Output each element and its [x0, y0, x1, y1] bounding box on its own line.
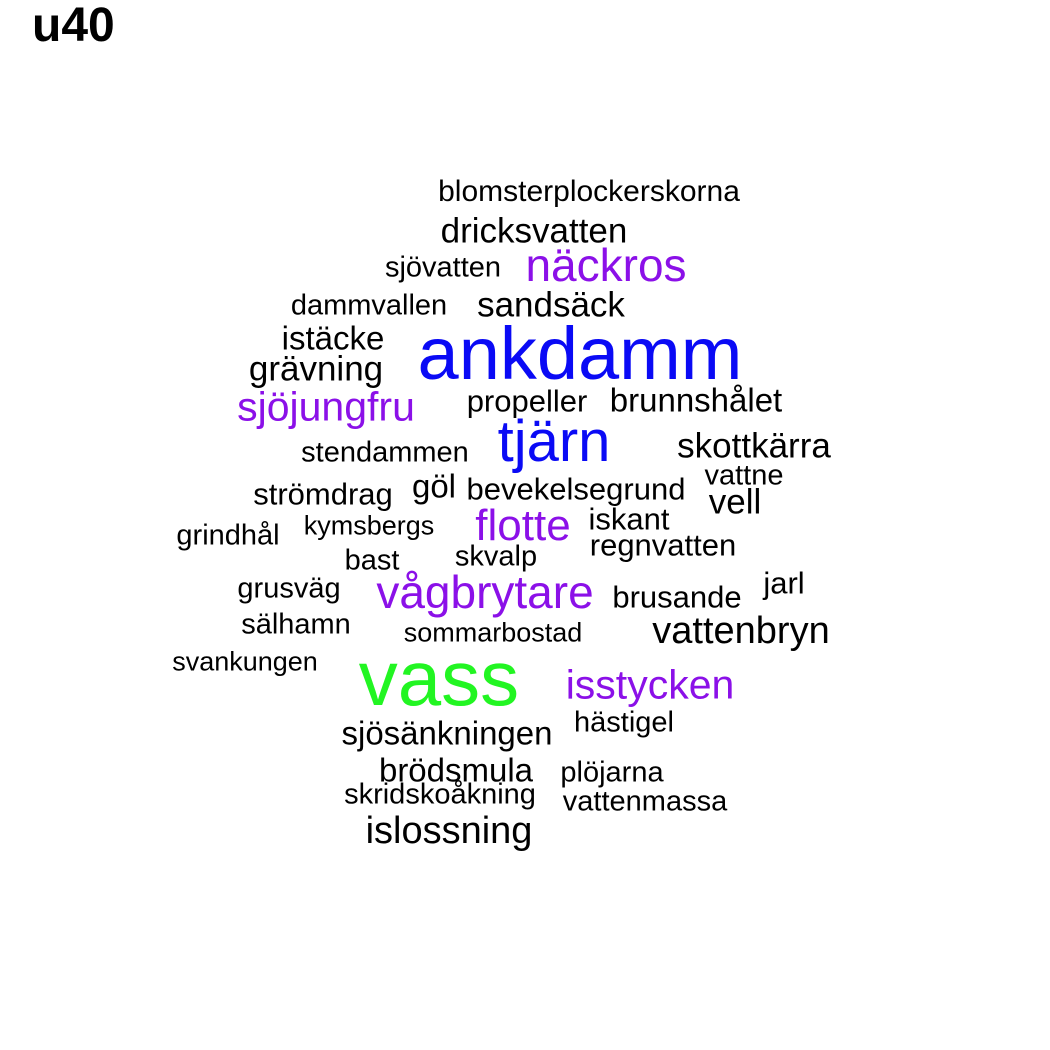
cloud-word: sjövatten [384, 251, 502, 284]
cloud-word: brunnshålet [609, 381, 783, 419]
cloud-word: sälhamn [241, 608, 351, 641]
cloud-word: islossning [365, 810, 533, 852]
cloud-word: skridskoåkning [344, 778, 536, 811]
cloud-word: vattenbryn [652, 610, 830, 652]
cloud-word: grusväg [237, 572, 341, 605]
cloud-word: grindhål [176, 519, 280, 552]
cloud-word: grävning [248, 349, 384, 389]
cloud-word: stendammen [301, 436, 469, 469]
cloud-word: skottkärra [677, 426, 831, 466]
cloud-word: vattne [704, 459, 784, 492]
cloud-word: näckros [525, 239, 687, 291]
cloud-word: blomsterplockerskorna [438, 175, 740, 208]
cloud-word: propeller [466, 383, 588, 419]
cloud-word: dammvallen [290, 289, 448, 322]
cloud-word: svankungen [172, 646, 318, 677]
cloud-word: flotte [475, 501, 571, 550]
cloud-word: brusande [612, 579, 742, 615]
cloud-word: vattenmassa [562, 785, 728, 818]
cloud-word: bevekelsegrund [466, 471, 686, 507]
cloud-word: jarl [763, 565, 805, 601]
cloud-word: bast [344, 544, 400, 577]
cloud-word: vass [358, 634, 520, 722]
cloud-word: göl [411, 467, 457, 505]
cloud-word: sandsäck [477, 285, 625, 325]
cloud-word: vågbrytare [376, 566, 594, 618]
cloud-word: ankdamm [417, 312, 743, 395]
cloud-word: brödsmula [378, 751, 534, 789]
cloud-word: isstycken [565, 661, 735, 708]
page-title: u40 [32, 0, 115, 52]
cloud-word: iskant [588, 501, 670, 537]
cloud-word: skvalp [454, 540, 538, 573]
cloud-word: dricksvatten [440, 211, 628, 251]
cloud-word: hästigel [574, 706, 674, 739]
cloud-word: sjösänkningen [341, 714, 553, 752]
cloud-word: strömdrag [253, 476, 393, 512]
cloud-word: sjöjungfru [237, 383, 415, 430]
cloud-word: plöjarna [560, 756, 664, 789]
cloud-word: istäcke [281, 319, 385, 357]
cloud-word: regnvatten [589, 527, 737, 563]
cloud-word: vell [708, 482, 762, 522]
cloud-word: sommarbostad [403, 617, 583, 648]
cloud-word: kymsbergs [303, 510, 435, 541]
cloud-word: tjärn [497, 409, 611, 474]
